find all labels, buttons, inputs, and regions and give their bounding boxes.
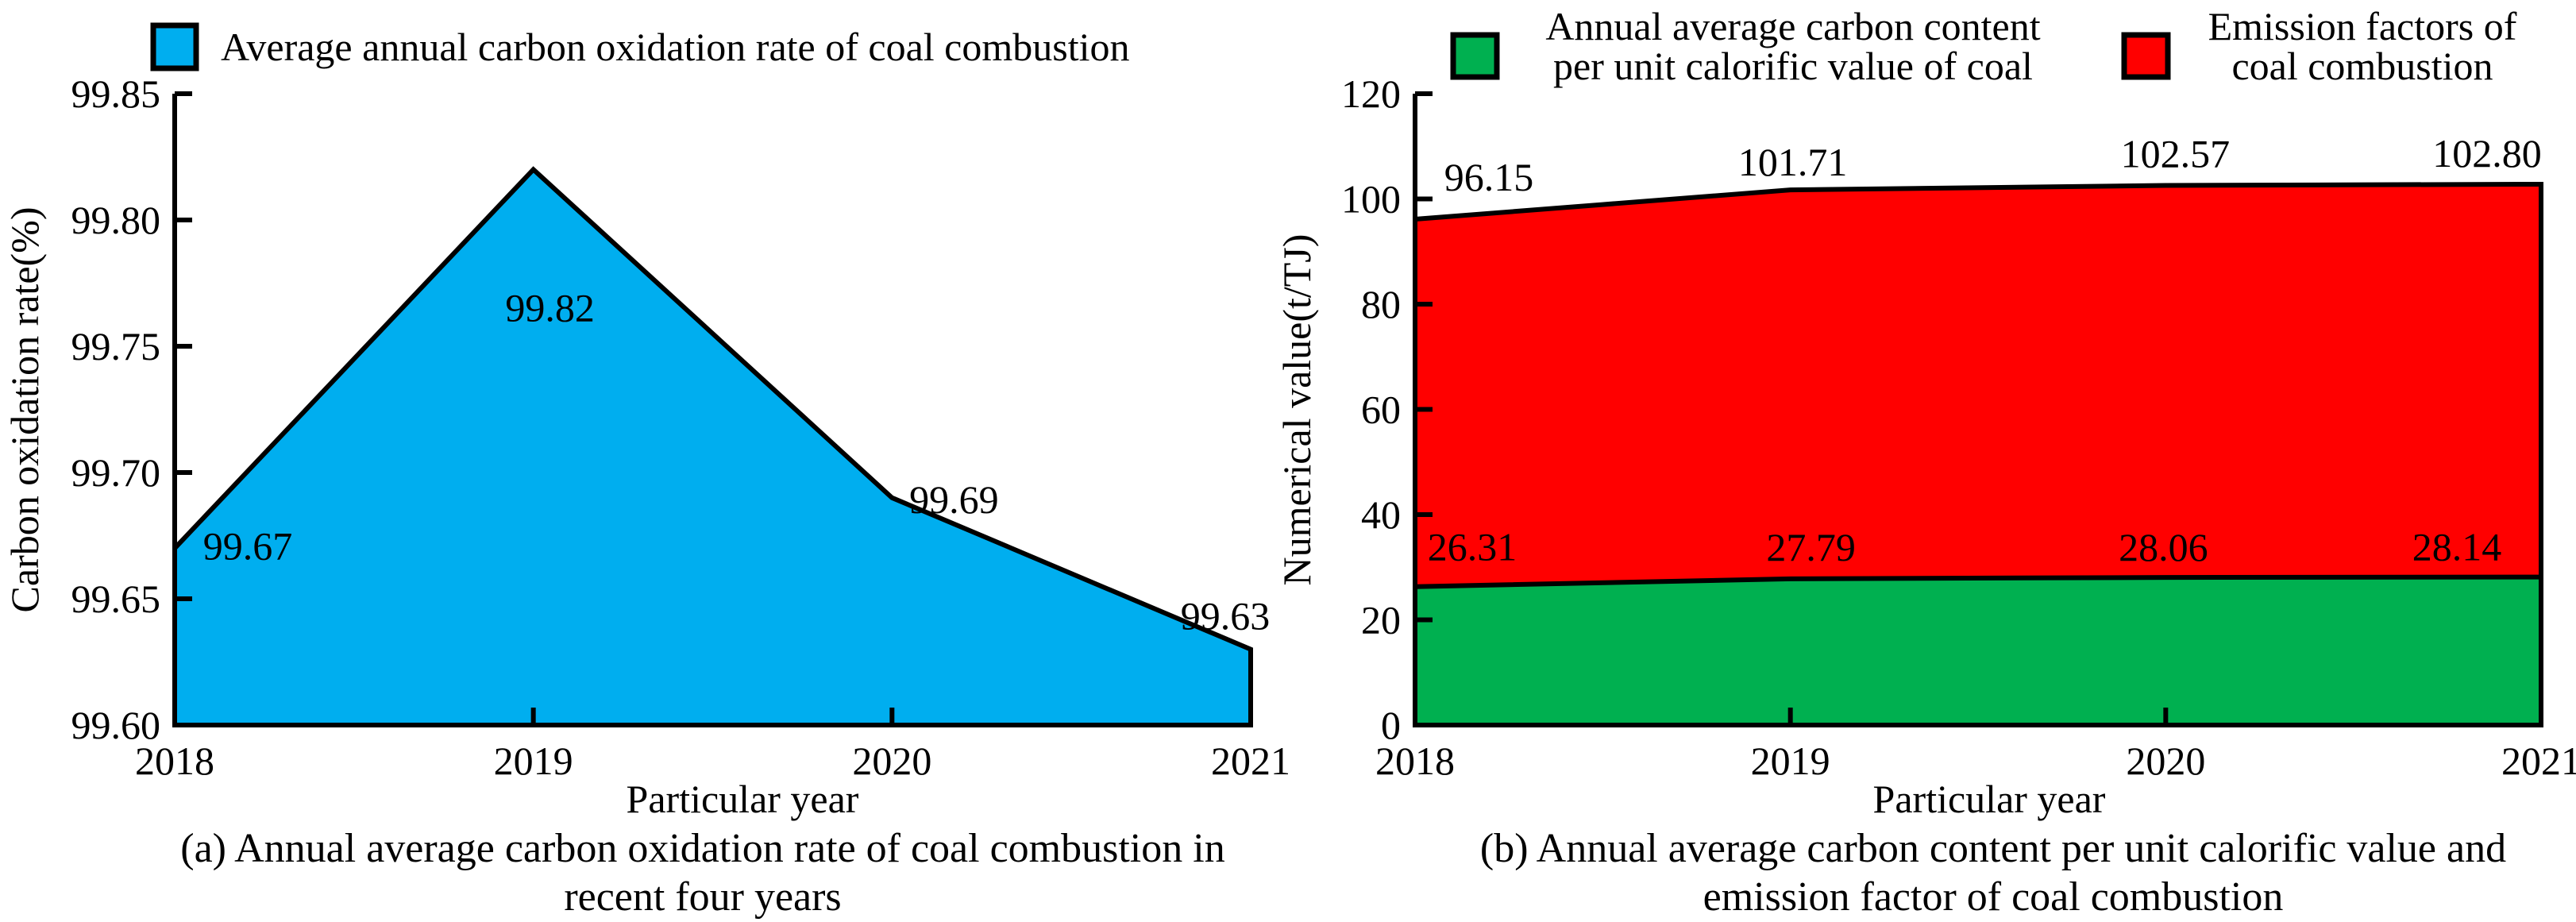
panel-a-caption-line-1: (a) Annual average carbon oxidation rate… xyxy=(180,826,1224,871)
panel-b-legend-red-label-line-2: coal combustion xyxy=(2231,44,2493,88)
data-label: 96.15 xyxy=(1444,155,1534,199)
y-tick-label: 99.85 xyxy=(71,71,161,116)
x-tick-label: 2018 xyxy=(135,739,214,783)
panel-a-y-axis-title: Carbon oxidation rate(%) xyxy=(2,207,47,613)
panel-b-caption-line-1: (b) Annual average carbon content per un… xyxy=(1480,826,2506,871)
panel-a: 99.60 99.65 99.70 99.75 99.80 99.85 2018 2019 20… xyxy=(2,22,1290,920)
y-tick-label: 99.70 xyxy=(71,450,161,495)
y-tick-label: 60 xyxy=(1361,388,1401,432)
panel-b-plot: 0 20 40 60 80 100 120 2018 2019 2020 2021 26.31 27.7… xyxy=(1341,32,2576,783)
data-label: 99.69 xyxy=(909,477,999,522)
y-tick-label: 99.65 xyxy=(71,577,161,621)
y-tick-label: 0 xyxy=(1381,703,1401,747)
panel-b-caption-line-2: emission factor of coal combustion xyxy=(1703,874,2284,920)
panel-b-legend-green-label-line-2: per unit calorific value of coal xyxy=(1553,44,2033,88)
panel-b: 0 20 40 60 80 100 120 2018 2019 2020 2021 26.31 27.7… xyxy=(1275,4,2576,920)
x-tick-label: 2020 xyxy=(852,739,931,783)
data-label: 99.67 xyxy=(203,523,293,568)
x-tick-label: 2019 xyxy=(494,739,573,783)
y-tick-label: 100 xyxy=(1341,177,1401,222)
x-tick-label: 2019 xyxy=(1751,739,1830,783)
x-tick-label: 2021 xyxy=(2501,739,2576,783)
panel-a-caption-line-2: recent four years xyxy=(564,874,841,920)
panel-a-legend-label: Average annual carbon oxidation rate of … xyxy=(221,25,1129,69)
legend-swatch-b-1 xyxy=(2121,32,2171,80)
data-label: 27.79 xyxy=(1766,525,1856,569)
data-label: 101.71 xyxy=(1738,140,1848,184)
data-label: 26.31 xyxy=(1428,525,1517,569)
area-series-a-0 xyxy=(172,166,1253,727)
panel-b-legend-green-label-line-1: Annual average carbon content xyxy=(1545,4,2040,48)
panel-b-x-axis-title: Particular year xyxy=(1873,777,2106,821)
y-tick-label: 120 xyxy=(1341,71,1401,116)
data-label: 28.06 xyxy=(2119,525,2208,569)
legend-swatch-b-0 xyxy=(1450,32,1500,80)
data-label: 28.14 xyxy=(2412,525,2502,569)
panel-b-y-axis-title: Numerical value(t/TJ) xyxy=(1275,234,1319,586)
y-tick-label: 80 xyxy=(1361,282,1401,326)
panel-b-legend-red-label-line-1: Emission factors of xyxy=(2208,4,2517,48)
y-tick-label: 99.75 xyxy=(71,324,161,368)
data-label: 99.63 xyxy=(1181,594,1271,638)
y-tick-label: 40 xyxy=(1361,492,1401,537)
y-tick-label: 99.80 xyxy=(71,198,161,242)
panel-a-plot: 99.60 99.65 99.70 99.75 99.80 99.85 2018 2019 20… xyxy=(71,22,1290,783)
x-tick-label: 2020 xyxy=(2126,739,2205,783)
data-label: 99.82 xyxy=(505,285,595,330)
y-tick-label: 99.60 xyxy=(71,703,161,747)
x-tick-label: 2018 xyxy=(1375,739,1455,783)
legend-swatch-a-0 xyxy=(150,22,199,71)
data-label: 102.80 xyxy=(2432,131,2542,176)
area-series-b-0 xyxy=(1413,574,2543,727)
y-tick-label: 20 xyxy=(1361,598,1401,642)
data-label: 102.57 xyxy=(2121,131,2231,176)
panel-a-x-axis-title: Particular year xyxy=(627,777,859,821)
x-tick-label: 2021 xyxy=(1211,739,1290,783)
